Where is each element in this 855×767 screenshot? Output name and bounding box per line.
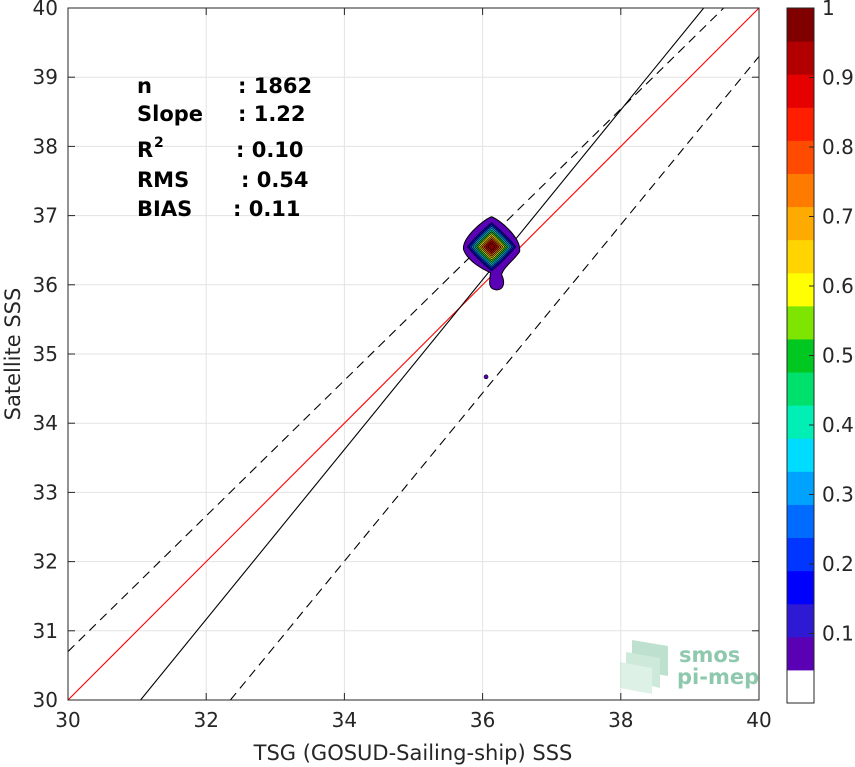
y-tick-label: 32 <box>33 550 58 574</box>
colorbar-tick-label: 0.9 <box>822 66 854 90</box>
x-tick-label: 36 <box>470 708 495 732</box>
x-tick-label: 38 <box>608 708 633 732</box>
stat-value: : 0.10 <box>236 138 304 162</box>
y-tick-label: 33 <box>33 480 58 504</box>
stat-label: n <box>137 74 152 98</box>
colorbar-swatch <box>787 107 814 141</box>
regression-line <box>140 8 705 700</box>
colorbar-tick-label: 0.7 <box>822 205 854 229</box>
y-tick-label: 38 <box>33 134 58 158</box>
colorbar: 0.1 0.2 0.3 0.4 0.5 0.6 0.7 0.8 0.9 1 <box>786 0 854 704</box>
colorbar-swatch <box>787 471 814 505</box>
colorbar-swatch <box>787 272 814 307</box>
x-tick-label: 40 <box>746 708 771 732</box>
x-tick-label: 32 <box>193 708 218 732</box>
colorbar-swatch <box>787 570 814 605</box>
colorbar-tick-label: 0.2 <box>822 552 854 576</box>
colorbar-tick-label: 0.8 <box>822 135 854 159</box>
y-tick-label: 30 <box>33 688 58 712</box>
colorbar-swatch <box>787 669 814 704</box>
y-tick-label: 35 <box>33 342 58 366</box>
grid <box>68 8 759 700</box>
upper-bound-line <box>68 8 725 652</box>
colorbar-swatch <box>787 504 814 539</box>
watermark-line2: pi-mep <box>677 665 759 689</box>
density-contour-level <box>487 242 496 252</box>
stat-value: : 0.54 <box>241 168 309 192</box>
stat-value: : 1.22 <box>238 102 306 126</box>
stats-box: n : 1862 Slope : 1.22 R 2 : 0.10 RMS : 0.54 BIAS:… <box>137 74 312 221</box>
stat-label: RMS <box>137 168 189 192</box>
smos-logo-icon <box>620 640 668 694</box>
y-tick-label: 34 <box>33 411 58 435</box>
colorbar-swatch <box>787 8 814 42</box>
y-axis-label: Satellite SSS <box>1 288 25 421</box>
y-tick-label: 39 <box>33 65 58 89</box>
colorbar-swatch <box>787 74 814 108</box>
colorbar-swatch <box>787 372 814 406</box>
stat-label-superscript: 2 <box>154 135 164 151</box>
colorbar-swatch <box>787 603 814 638</box>
stat-label: R <box>137 138 153 162</box>
colorbar-tick-label: 0.1 <box>822 622 854 646</box>
x-tick-label: 30 <box>55 708 80 732</box>
y-tick-label: 31 <box>33 619 58 643</box>
watermark-line1: smos <box>679 643 740 667</box>
one-to-one-line <box>68 8 759 700</box>
colorbar-tick-label: 0.6 <box>822 274 854 298</box>
colorbar-swatch <box>787 438 814 472</box>
colorbar-tick-label: 0.5 <box>822 344 854 368</box>
colorbar-swatch <box>787 305 814 340</box>
colorbar-swatch <box>787 636 814 671</box>
stat-label: Slope <box>137 102 203 126</box>
lower-bound-line <box>229 56 759 700</box>
stat-value: : 0.11 <box>233 197 301 221</box>
colorbar-swatch <box>787 239 814 274</box>
y-tick-label: 37 <box>33 204 58 228</box>
colorbar-swatch <box>787 41 814 75</box>
y-tick-label: 36 <box>33 273 58 297</box>
density-contours <box>463 216 521 380</box>
colorbar-tick-label: 0.4 <box>822 413 854 437</box>
x-tick-label: 34 <box>332 708 357 732</box>
colorbar-swatch <box>787 405 814 439</box>
outlier-point <box>483 374 489 380</box>
colorbar-swatch <box>787 206 814 241</box>
reference-lines <box>68 8 759 700</box>
stat-value: : 1862 <box>238 74 312 98</box>
axis-ticks: 30 32 34 36 38 40 30 31 32 33 34 35 36 37 38 39 40 <box>33 0 772 732</box>
smos-pimep-watermark: smos pi-mep <box>620 640 759 694</box>
stat-label: BIAS <box>137 197 192 221</box>
colorbar-tick-label: 1 <box>822 0 835 20</box>
colorbar-swatch <box>787 537 814 572</box>
x-axis-label: TSG (GOSUD-Sailing-ship) SSS <box>253 741 573 765</box>
colorbar-swatch <box>787 140 814 174</box>
colorbar-tick-label: 0.3 <box>822 483 854 507</box>
y-tick-label: 40 <box>33 0 58 20</box>
colorbar-swatch <box>787 173 814 208</box>
